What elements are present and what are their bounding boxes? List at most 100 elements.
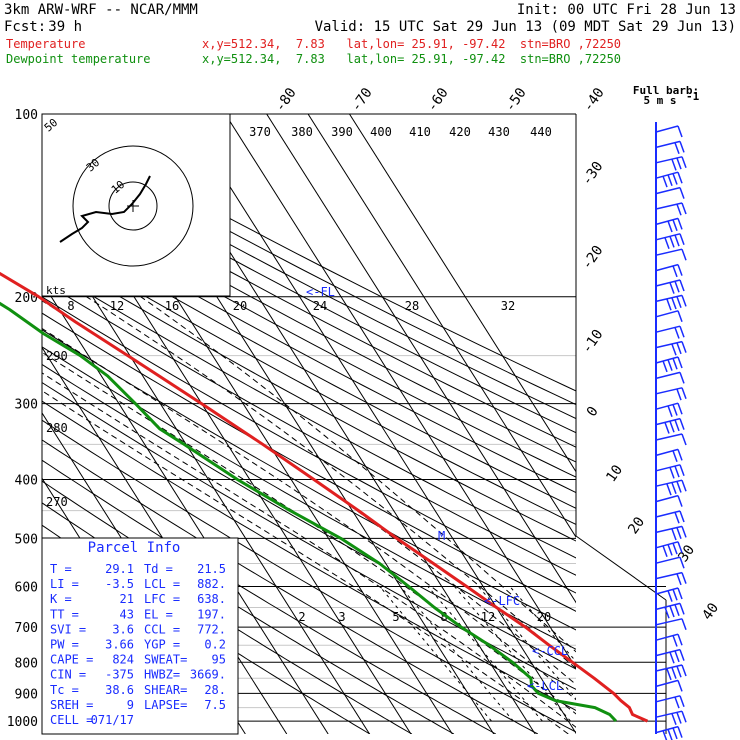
isotherm	[183, 114, 576, 734]
fcst-label: Fcst:	[4, 19, 46, 35]
wind-barb-flag	[671, 482, 677, 495]
parcel-info: Parcel Info T = 29.1 Td = 21.5 LI = -3.5 LCL =…	[41, 537, 239, 735]
moist-adiabat	[42, 327, 576, 701]
dry-adiabat	[42, 165, 576, 448]
dry-adiabat	[42, 249, 576, 542]
dry-adiabat	[42, 264, 576, 559]
wind-barb-flag	[666, 299, 672, 311]
isotherm-label-right: -30	[579, 159, 607, 189]
parcel-row-value: 38.6	[105, 683, 134, 697]
pressure-tick-label: 100	[15, 108, 38, 123]
wind-barb-shaft	[655, 602, 681, 611]
wind-barb-flag	[679, 464, 685, 477]
wind-barb-flag	[676, 481, 682, 493]
wind-barb-flag	[677, 310, 683, 323]
wind-barb-flag	[681, 572, 687, 584]
wind-barb-shaft	[655, 648, 681, 657]
isotherm-label-right: 0	[584, 404, 602, 420]
isotherm-label-right: -20	[579, 243, 607, 273]
fl-label: <-FL	[306, 285, 335, 299]
wind-barb-shaft	[655, 433, 683, 441]
parcel-row-value: 43	[120, 607, 134, 621]
wind-barb-flag	[671, 667, 677, 679]
parcel-row-value: 197.	[197, 607, 226, 621]
wind-barb-shaft	[655, 325, 681, 333]
pressure-tick-label: 1000	[7, 715, 38, 730]
parcel-row-value: 21	[120, 592, 134, 606]
wind-barb-flag	[674, 327, 680, 339]
parcel-row-label: Tc =	[50, 683, 79, 697]
wind-barb-shaft	[655, 494, 679, 503]
isotherm-label-top: -50	[502, 85, 530, 115]
parcel-row-value: 21.5	[197, 562, 226, 576]
pressure-tick-label: 700	[15, 621, 38, 636]
mixing-ratio-label: 12	[481, 610, 495, 624]
wind-barb-flag	[669, 282, 675, 294]
isotherm	[307, 114, 576, 538]
dry-adiabat	[42, 296, 576, 594]
parcel-row-label: LFC =	[144, 592, 180, 606]
wind-barb-flag	[669, 467, 675, 479]
wind-barb-shaft	[655, 186, 681, 195]
m-label: M	[438, 529, 445, 543]
parcel-row-value: 882.	[197, 577, 226, 591]
parcel-row-label: Td =	[144, 562, 173, 576]
mixing-ratio-line	[427, 586, 543, 722]
wind-barb-shaft	[655, 479, 683, 487]
theta-e-label: 400	[370, 125, 392, 139]
wind-barb-flag	[679, 141, 685, 153]
lfc-label: <-LFC	[484, 594, 520, 608]
wind-barb-flag	[676, 388, 682, 401]
wind-barb-flag	[671, 713, 677, 726]
pressure-tick-label: 600	[15, 580, 38, 595]
dry-adiabat	[42, 178, 576, 463]
wind-barb-flag	[677, 587, 683, 600]
wind-barb-flag	[679, 649, 685, 661]
wind-barb-flag	[664, 607, 670, 619]
theta-e-label: 440	[530, 125, 552, 139]
dry-adiabat	[42, 381, 576, 690]
dry-adiabat	[42, 280, 576, 576]
wind-barb-flag	[677, 402, 683, 415]
wind-barb-shaft	[655, 618, 683, 626]
dry-adiabat	[42, 126, 576, 406]
wind-barb-shaft	[655, 571, 683, 580]
wind-barb-flag	[679, 418, 685, 430]
dry-adiabat	[42, 114, 576, 392]
isotherm-label-top: -80	[272, 85, 300, 115]
dewpoint-line	[0, 301, 618, 723]
wind-barb-flag	[669, 651, 675, 664]
dry-adiabat	[42, 419, 576, 733]
wind-barb-flag	[674, 281, 680, 293]
wind-barb-flag	[667, 728, 673, 740]
parcel-row-value: 0.2	[204, 638, 226, 652]
parcel-row-label: LCL =	[144, 577, 180, 591]
isotherms	[42, 114, 576, 734]
wind-barb-flag	[677, 218, 683, 230]
moist-adiabat-label: 28	[405, 299, 419, 313]
wind-barb-flag	[677, 680, 683, 692]
parcel-row-label: YGP =	[144, 638, 180, 652]
wind-barb-flag	[664, 422, 670, 434]
moist-adiabat-label: 24	[313, 299, 327, 313]
moist-adiabat-label: 12	[110, 299, 124, 313]
parcel-row-label: K =	[50, 592, 72, 606]
dry-adiabat	[42, 439, 539, 734]
wind-barb-shaft	[655, 510, 681, 518]
wind-barb-shaft	[655, 679, 679, 688]
parcel-row-value: 824	[112, 653, 134, 667]
moist-adiabat-label: 20	[233, 299, 247, 313]
parcel-row-label: SHEAR=	[144, 683, 187, 697]
mixing-ratio-label: 8	[440, 610, 447, 624]
wind-barb-shaft	[655, 294, 683, 303]
wind-barb-shaft	[655, 310, 679, 318]
wind-barb-flag	[667, 220, 673, 233]
dewpoint-legend: Dewpoint temperature	[6, 52, 151, 66]
parcel-row-value: 772.	[197, 622, 226, 636]
isotherm	[349, 114, 576, 473]
moist-adiabat	[86, 296, 576, 670]
wind-barb-shaft	[655, 156, 683, 164]
pressure-tick-label: 900	[15, 687, 38, 702]
wind-barb-flag	[666, 668, 672, 681]
parcel-info-title: Parcel Info	[88, 540, 181, 556]
